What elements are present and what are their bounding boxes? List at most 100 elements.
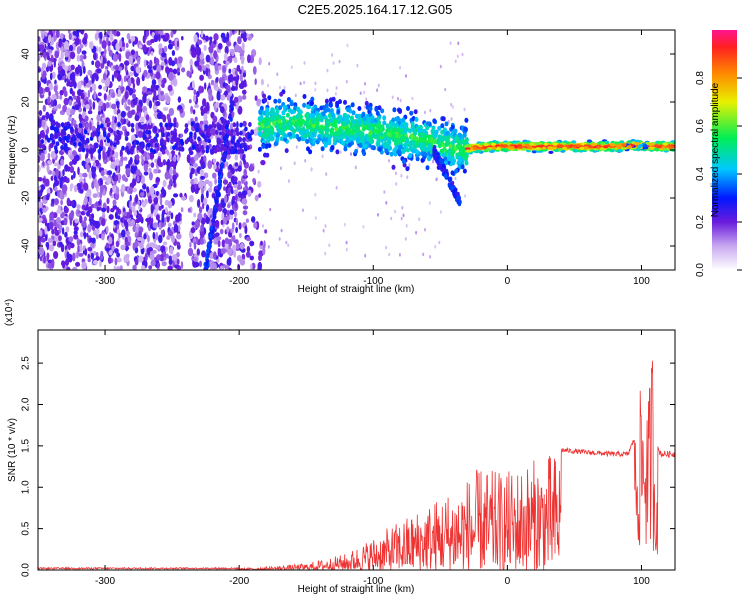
spectrogram-cell — [62, 169, 65, 177]
spectrogram-cell — [96, 45, 99, 53]
spectrogram-cell — [48, 34, 52, 42]
spectrogram-cell — [88, 99, 92, 106]
spectrogram-cell — [450, 102, 453, 107]
spectrogram-cell — [180, 261, 184, 270]
spectrogram-cell — [200, 175, 206, 180]
spectrogram-cell — [94, 60, 101, 69]
spectrogram-cell — [55, 141, 60, 147]
spectrogram-cell — [78, 172, 84, 178]
spectrogram-cell — [350, 152, 352, 156]
spectrogram-cell — [398, 253, 401, 257]
spectrogram-cell — [214, 232, 220, 237]
spectrogram-cell — [306, 104, 310, 110]
spectrogram-cell — [173, 128, 177, 134]
spectrogram-cell — [345, 127, 350, 133]
spectrogram-cell — [450, 158, 455, 164]
spectrogram-cell — [145, 114, 150, 121]
spectrogram-cell — [350, 102, 355, 108]
spectrogram-cell — [429, 108, 432, 113]
spectrogram-cell — [91, 213, 95, 220]
spectrogram-cell — [382, 115, 387, 121]
spectrogram-cell — [327, 138, 332, 144]
spectrogram-cell — [130, 65, 135, 72]
spectrogram-cell — [192, 144, 196, 150]
spectrogram-cell — [87, 89, 91, 98]
spectrogram-cell — [192, 163, 198, 168]
spectrogram-cell — [65, 258, 70, 266]
spectrogram-cell — [212, 115, 218, 123]
spectrogram-cell — [147, 195, 153, 204]
spectrogram-cell — [96, 114, 101, 122]
spectrogram-cell — [94, 143, 99, 149]
spectrogram-cell — [399, 65, 402, 70]
spectrogram-cell — [265, 107, 270, 113]
spectrogram-cell — [267, 83, 269, 88]
spectrogram-cell — [424, 227, 426, 232]
spectrogram-cell — [345, 240, 348, 245]
spectrogram-cell — [196, 248, 200, 256]
spectrogram-cell — [158, 33, 161, 42]
spectrogram-cell — [175, 121, 179, 128]
spectrogram-cell — [250, 263, 253, 270]
spectrogram-cell — [59, 94, 63, 100]
spectrogram-cell — [362, 151, 367, 157]
spectrogram-cell — [114, 211, 119, 220]
spectrogram-cell — [73, 81, 77, 89]
spectrogram-cell — [134, 240, 139, 248]
spectrogram-cell — [108, 49, 113, 57]
spectrogram-cell — [73, 230, 78, 236]
spectrogram-cell — [85, 83, 91, 88]
spectrogram-cell — [142, 94, 147, 104]
spectrogram-cell — [320, 146, 325, 152]
spectrogram-cell — [70, 108, 76, 116]
spectrogram-cell — [228, 114, 232, 120]
spectrogram-cell — [139, 242, 144, 250]
spectrogram-cell — [302, 208, 304, 212]
spectrogram-cell — [405, 139, 410, 145]
spectrogram-cell — [217, 43, 223, 50]
spectrogram-cell — [92, 193, 98, 199]
spectrogram-cell — [149, 185, 155, 195]
spectrogram-cell — [146, 133, 149, 138]
spectrogram-cell — [73, 234, 79, 240]
spectrogram-cell — [149, 116, 152, 126]
spectrogram-cell — [78, 113, 82, 120]
spectrogram-cell — [213, 163, 217, 170]
spectrogram-cell — [158, 234, 163, 244]
spectrogram-cell — [195, 145, 200, 151]
spectrogram-cell — [147, 129, 152, 135]
spectrogram-cell — [90, 252, 95, 260]
spectrogram-cell — [57, 103, 62, 110]
spectrogram-cell — [243, 198, 248, 205]
spectrogram-cell — [209, 233, 213, 239]
spectrogram-cell — [197, 212, 203, 221]
spectrogram-cell — [439, 64, 442, 69]
spectrogram-cell — [662, 142, 669, 146]
spectrogram-cell — [61, 46, 64, 54]
spectrogram-cell — [85, 148, 90, 154]
spectrogram-cell — [50, 37, 55, 46]
spectrogram-cell — [186, 154, 191, 164]
spectrogram-cell — [267, 95, 272, 101]
spectrogram-cell — [201, 202, 205, 210]
spectrogram-cell — [463, 107, 466, 112]
spectrogram-cell — [162, 159, 166, 166]
spectrogram-cell — [351, 110, 356, 116]
spectrogram-cell — [462, 168, 467, 174]
spectrogram-cell — [110, 164, 116, 169]
spectrogram-cell — [238, 137, 243, 142]
spectrogram-cell — [99, 178, 103, 186]
spectrogram-cell — [109, 128, 114, 134]
spectrogram-cell — [314, 216, 317, 220]
spectrogram-cell — [45, 37, 48, 43]
spectrogram-cell — [236, 64, 241, 72]
spectrogram-cell — [38, 247, 45, 256]
spectrogram-cell — [100, 109, 104, 114]
spectrogram-cell — [317, 136, 322, 142]
spectrogram-cell — [85, 157, 91, 164]
spectrogram-cell — [130, 49, 135, 56]
spectrogram-cell — [321, 154, 324, 158]
spectrogram-cell — [368, 130, 373, 136]
spectrogram-cell — [228, 181, 232, 189]
